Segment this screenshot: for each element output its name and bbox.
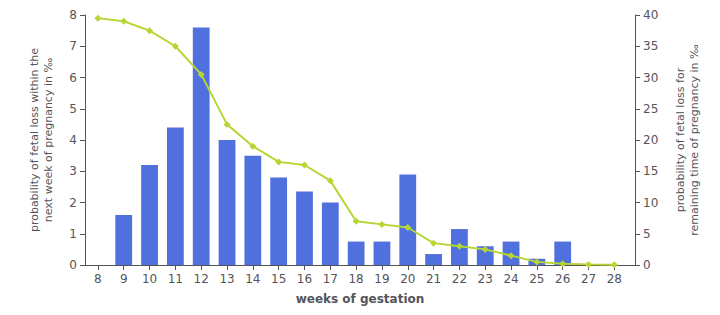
svg-text:probability of fetal loss with: probability of fetal loss within the xyxy=(28,48,41,232)
svg-text:26: 26 xyxy=(555,272,570,286)
svg-text:13: 13 xyxy=(219,272,234,286)
svg-text:15: 15 xyxy=(271,272,286,286)
svg-text:22: 22 xyxy=(452,272,467,286)
svg-text:5: 5 xyxy=(69,102,77,116)
svg-text:3: 3 xyxy=(69,164,77,178)
svg-text:8: 8 xyxy=(94,272,102,286)
svg-text:5: 5 xyxy=(643,227,651,241)
svg-text:12: 12 xyxy=(194,272,209,286)
svg-text:17: 17 xyxy=(323,272,338,286)
svg-text:4: 4 xyxy=(69,133,77,147)
svg-text:0: 0 xyxy=(69,258,77,272)
svg-text:27: 27 xyxy=(581,272,596,286)
svg-text:14: 14 xyxy=(245,272,260,286)
svg-text:25: 25 xyxy=(643,102,658,116)
svg-text:10: 10 xyxy=(142,272,157,286)
svg-text:6: 6 xyxy=(69,71,77,85)
svg-text:35: 35 xyxy=(643,39,658,53)
svg-text:10: 10 xyxy=(643,196,658,210)
svg-text:probability of fetal loss for: probability of fetal loss for xyxy=(674,67,687,212)
svg-text:0: 0 xyxy=(643,258,651,272)
svg-text:20: 20 xyxy=(643,133,658,147)
svg-text:19: 19 xyxy=(374,272,389,286)
svg-text:20: 20 xyxy=(400,272,415,286)
svg-text:16: 16 xyxy=(297,272,312,286)
svg-text:weeks of gestation: weeks of gestation xyxy=(296,292,425,306)
svg-text:remaining time of pregnancy in: remaining time of pregnancy in ‰ xyxy=(688,44,701,236)
svg-text:1: 1 xyxy=(69,227,77,241)
svg-text:2: 2 xyxy=(69,196,77,210)
svg-text:23: 23 xyxy=(478,272,493,286)
svg-text:21: 21 xyxy=(426,272,441,286)
svg-text:15: 15 xyxy=(643,164,658,178)
svg-text:18: 18 xyxy=(348,272,363,286)
svg-text:9: 9 xyxy=(120,272,128,286)
svg-text:11: 11 xyxy=(168,272,183,286)
svg-text:25: 25 xyxy=(529,272,544,286)
svg-text:30: 30 xyxy=(643,71,658,85)
svg-text:next week of pregnancy in ‰: next week of pregnancy in ‰ xyxy=(42,58,55,223)
svg-text:40: 40 xyxy=(643,8,658,22)
svg-text:7: 7 xyxy=(69,39,77,53)
svg-text:28: 28 xyxy=(607,272,622,286)
svg-text:8: 8 xyxy=(69,8,77,22)
svg-text:24: 24 xyxy=(503,272,518,286)
